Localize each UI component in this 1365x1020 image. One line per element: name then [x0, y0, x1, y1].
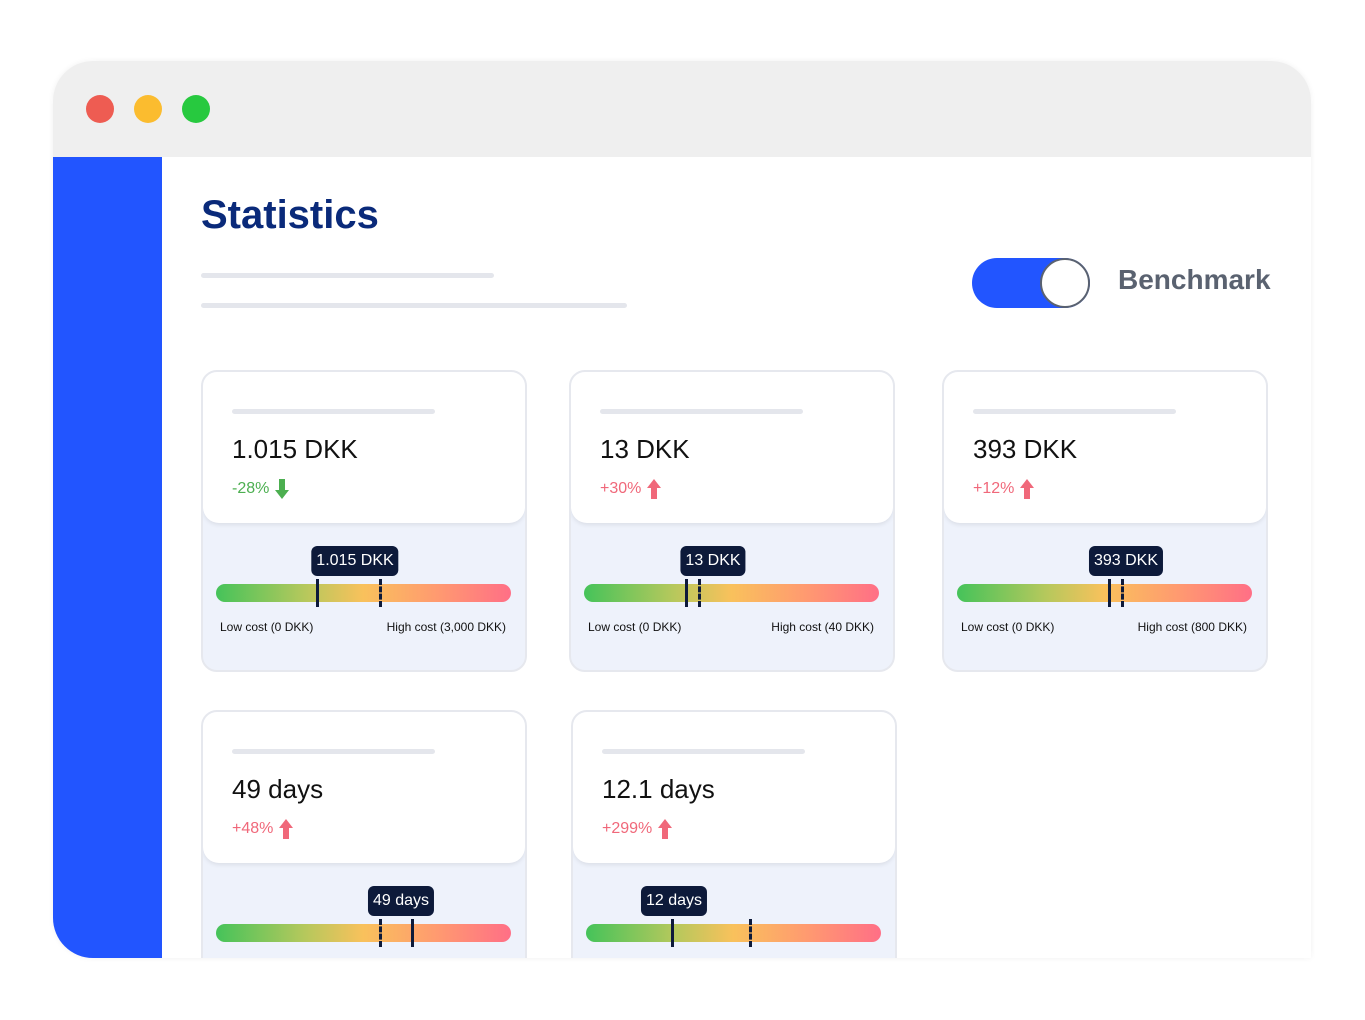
value-marker	[411, 919, 414, 947]
benchmark-marker	[379, 919, 382, 947]
trend-arrow	[1020, 479, 1035, 499]
value-marker	[685, 579, 688, 607]
value-tooltip: 13 DKK	[680, 546, 746, 576]
change-text: +48%	[232, 820, 274, 837]
stat-change: +30%	[600, 479, 662, 499]
range-bar	[586, 919, 881, 947]
change-text: +30%	[600, 480, 642, 497]
stat-card: 13 DKK +30% 13 DKK Low cost (0 DKK) High cos…	[569, 370, 895, 672]
low-label: Low cost (0 DKK)	[588, 620, 682, 634]
benchmark-marker	[698, 579, 701, 607]
benchmark-marker	[379, 579, 382, 607]
value-marker	[671, 919, 674, 947]
card-header: 12.1 days +299%	[573, 712, 895, 863]
arrow-shape	[647, 479, 662, 499]
range-bar	[584, 579, 879, 607]
trend-arrow	[658, 819, 673, 839]
placeholder-line	[232, 749, 435, 754]
card-header: 1.015 DKK -28%	[203, 372, 525, 523]
placeholder-line	[600, 409, 803, 414]
arrow-shape	[1020, 479, 1035, 499]
range-bar	[216, 919, 511, 947]
value-marker	[1108, 579, 1111, 607]
value-tooltip: 393 DKK	[1088, 546, 1164, 576]
stat-value: 1.015 DKK	[232, 434, 358, 464]
app-window: Statistics Benchmark 1.015 DKK -28% 1.015 …	[53, 61, 1311, 958]
value-tooltip: 1.015 DKK	[311, 546, 399, 576]
stat-change: +299%	[602, 819, 673, 839]
value-marker	[316, 579, 319, 607]
trend-arrow	[647, 479, 662, 499]
benchmark-marker	[1121, 579, 1124, 607]
toggle-knob	[1040, 258, 1090, 308]
stat-value: 393 DKK	[973, 434, 1078, 464]
sidebar	[53, 157, 162, 958]
placeholder-line	[232, 409, 435, 414]
arrow-shape	[279, 819, 294, 839]
placeholder-line	[201, 303, 627, 308]
trend-arrow	[275, 479, 290, 499]
card-header: 49 days +48%	[203, 712, 525, 863]
range-bar	[216, 579, 511, 607]
range-bar	[957, 579, 1252, 607]
benchmark-toggle[interactable]	[972, 258, 1090, 308]
stat-card: 393 DKK +12% 393 DKK Low cost (0 DKK) High c…	[942, 370, 1268, 672]
benchmark-marker	[749, 919, 752, 947]
stat-change: +12%	[973, 479, 1035, 499]
high-label: High cost (40 DKK)	[771, 620, 874, 634]
placeholder-line	[602, 749, 805, 754]
high-label: High cost (800 DKK)	[1137, 620, 1247, 634]
stat-card: 49 days +48% 49 days	[201, 710, 527, 958]
stat-value: 13 DKK	[600, 434, 690, 464]
card-header: 13 DKK +30%	[571, 372, 893, 523]
arrow-shape	[275, 479, 290, 499]
change-text: +299%	[602, 820, 653, 837]
close-button[interactable]	[86, 95, 114, 123]
placeholder-line	[201, 273, 494, 278]
value-tooltip: 49 days	[367, 886, 435, 916]
stat-card: 1.015 DKK -28% 1.015 DKK Low cost (0 DKK) Hi…	[201, 370, 527, 672]
stat-value: 12.1 days	[602, 774, 715, 804]
value-tooltip: 12 days	[640, 886, 708, 916]
arrow-shape	[658, 819, 673, 839]
change-text: +12%	[973, 480, 1015, 497]
card-header: 393 DKK +12%	[944, 372, 1266, 523]
placeholder-line	[973, 409, 1176, 414]
stat-card: 12.1 days +299% 12 days	[571, 710, 897, 958]
toggle-label: Benchmark	[1118, 264, 1271, 295]
change-text: -28%	[232, 480, 270, 497]
stat-value: 49 days	[232, 774, 324, 804]
title-bar	[53, 61, 1311, 157]
trend-arrow	[279, 819, 294, 839]
low-label: Low cost (0 DKK)	[961, 620, 1055, 634]
minimize-button[interactable]	[134, 95, 162, 123]
stat-change: +48%	[232, 819, 294, 839]
maximize-button[interactable]	[182, 95, 210, 123]
page-title: Statistics	[201, 193, 379, 237]
high-label: High cost (3,000 DKK)	[386, 620, 506, 634]
stat-change: -28%	[232, 479, 290, 499]
low-label: Low cost (0 DKK)	[220, 620, 314, 634]
